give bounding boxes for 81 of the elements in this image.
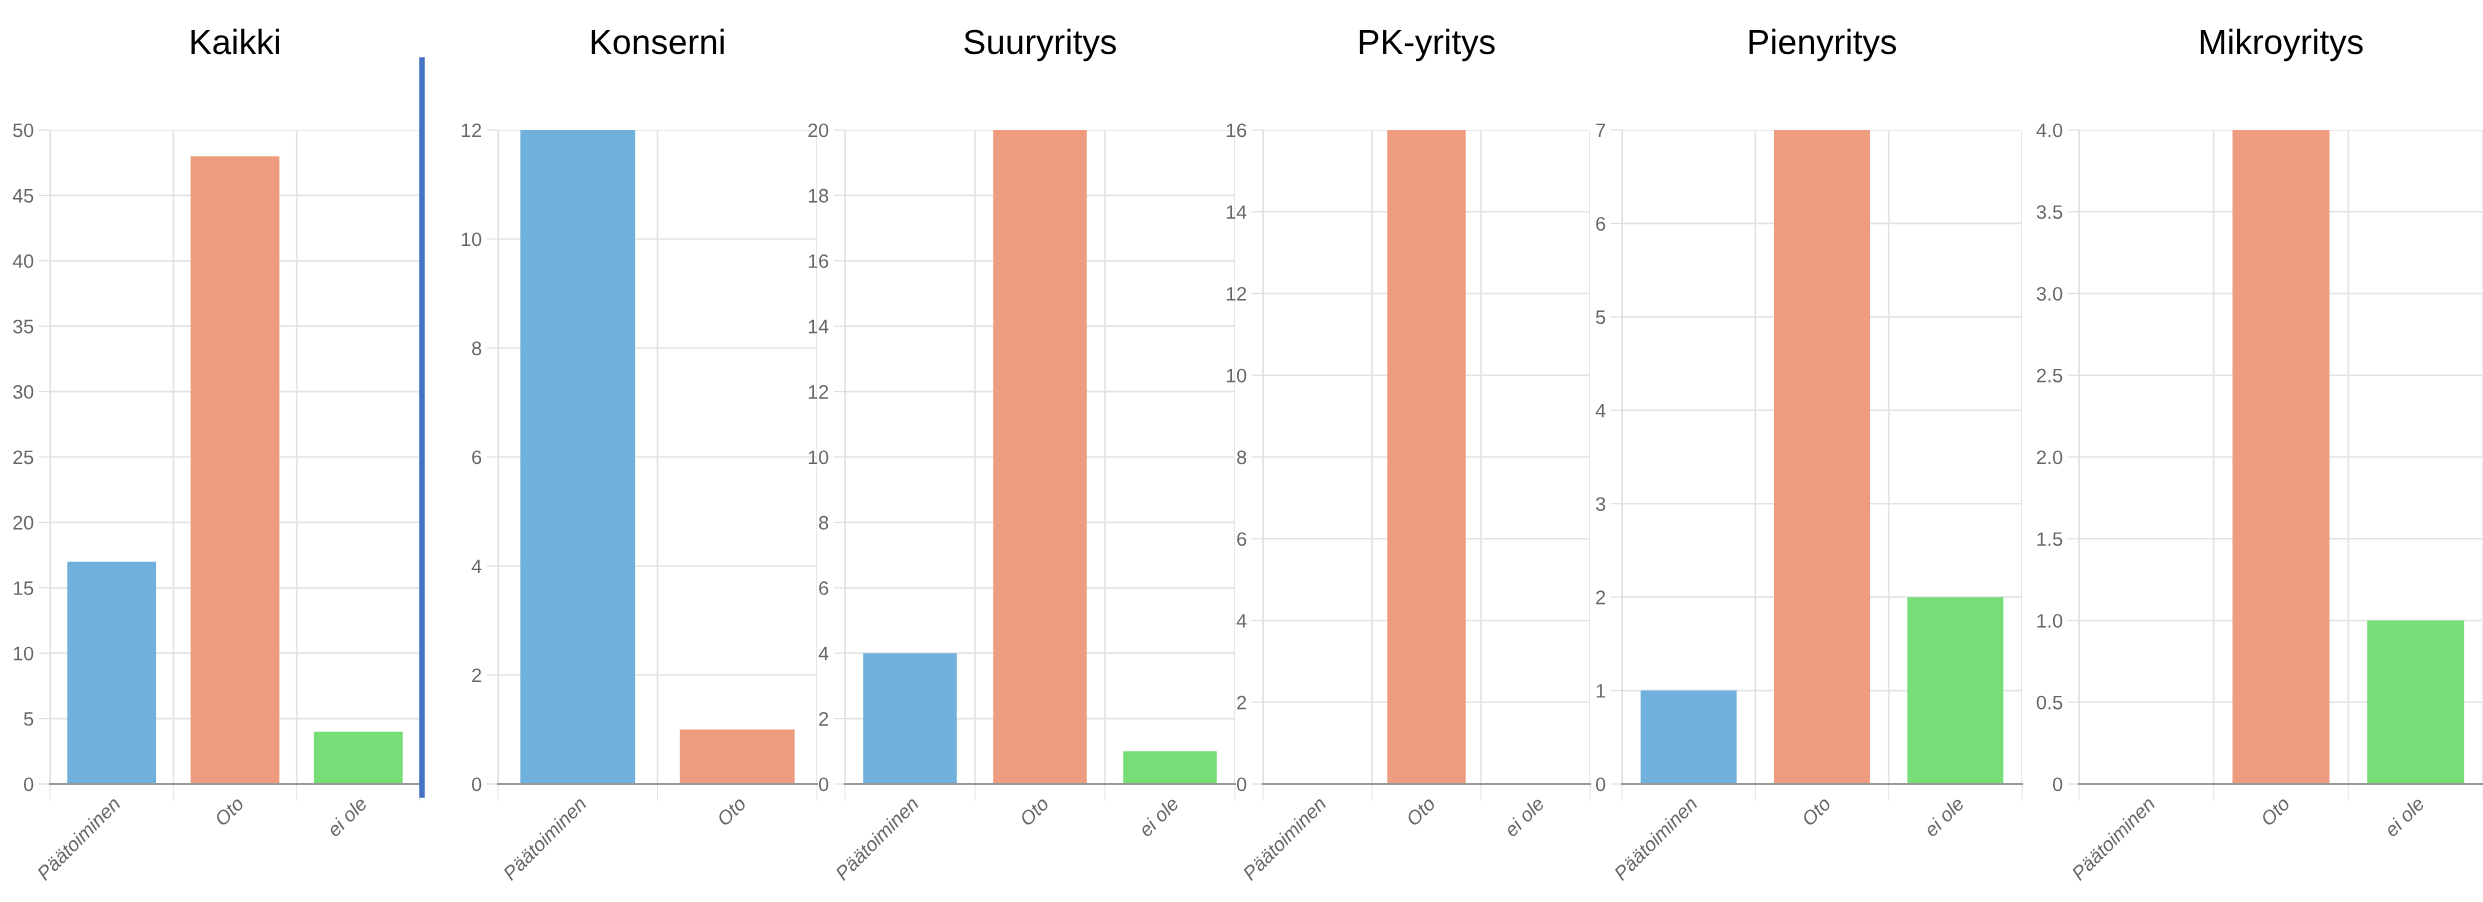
chart-title: Suuryritys xyxy=(964,28,1116,62)
bar xyxy=(190,156,280,784)
x-tick-label: Oto xyxy=(1018,795,1050,827)
y-tick-label: 3.0 xyxy=(2036,286,2063,301)
x-tick-label: ei ole xyxy=(1137,795,1180,838)
y-tick-label: 14 xyxy=(808,319,829,334)
chart-title: Mikroyritys xyxy=(2200,28,2363,62)
y-tick-label: 10 xyxy=(808,450,829,465)
y-tick-label: 4 xyxy=(1595,403,1606,418)
bar xyxy=(313,731,403,784)
bar xyxy=(1907,597,2004,784)
bar xyxy=(863,653,957,784)
y-tick-label: 8 xyxy=(1237,450,1247,465)
y-tick-label: 0 xyxy=(2052,777,2063,792)
y-tick-label: 3.5 xyxy=(2036,205,2063,219)
y-tick-label: 6 xyxy=(1596,216,1606,231)
y-tick-label: 2.0 xyxy=(2036,450,2063,465)
x-tick-label: Oto xyxy=(716,795,747,827)
chart-title: Kaikki xyxy=(191,28,279,55)
x-tick-label: Oto xyxy=(1800,795,1832,827)
y-tick-label: 4 xyxy=(818,646,829,661)
y-tick-label: 0.5 xyxy=(2036,695,2063,710)
y-tick-label: 1 xyxy=(1596,684,1606,698)
y-tick-label: 4 xyxy=(471,559,482,574)
chart-title: PK-yritys xyxy=(1359,28,1495,62)
y-tick-label: 10 xyxy=(461,232,482,247)
y-tick-label: 12 xyxy=(461,123,482,138)
y-tick-label: 25 xyxy=(13,450,34,465)
y-tick-label: 8 xyxy=(472,341,482,356)
x-tick-label: ei ole xyxy=(325,795,368,838)
y-tick-label: 40 xyxy=(12,254,34,269)
y-tick-label: 20 xyxy=(13,515,34,530)
y-tick-label: 50 xyxy=(13,123,34,138)
y-tick-label: 6 xyxy=(1237,532,1247,546)
y-tick-label: 30 xyxy=(13,385,34,399)
y-tick-label: 4.0 xyxy=(2036,123,2063,138)
y-tick-label: 5 xyxy=(1595,310,1606,325)
y-tick-label: 10 xyxy=(13,646,34,661)
y-tick-label: 2 xyxy=(819,712,829,726)
y-tick-label: 6 xyxy=(472,450,482,465)
y-tick-label: 0 xyxy=(1236,777,1247,792)
y-tick-label: 3 xyxy=(1595,497,1606,511)
y-tick-label: 0 xyxy=(23,777,34,792)
y-tick-label: 1.0 xyxy=(2037,613,2063,628)
y-tick-label: 16 xyxy=(808,254,829,269)
y-tick-label: 6 xyxy=(819,581,829,596)
y-tick-label: 5 xyxy=(23,712,34,726)
bar xyxy=(993,130,1087,784)
y-tick-label: 16 xyxy=(1226,123,1247,138)
y-tick-label: 12 xyxy=(1226,286,1247,301)
chart-title: Konserni xyxy=(591,28,724,55)
x-tick-label: ei ole xyxy=(1503,795,1546,838)
y-tick-label: 14 xyxy=(1226,205,1247,219)
y-tick-label: 10 xyxy=(1226,368,1247,383)
y-tick-label: 12 xyxy=(808,385,829,399)
y-tick-label: 15 xyxy=(13,581,34,596)
bar xyxy=(1640,690,1737,784)
y-tick-label: 18 xyxy=(808,188,829,203)
y-tick-label: 7 xyxy=(1596,123,1606,138)
x-tick-label: Oto xyxy=(1405,795,1437,827)
y-tick-label: 2 xyxy=(472,668,482,683)
x-tick-label: Oto xyxy=(213,795,245,827)
y-tick-label: 1.5 xyxy=(2037,532,2063,546)
y-tick-label: 45 xyxy=(12,189,34,203)
x-tick-label: Oto xyxy=(2259,795,2291,827)
bar xyxy=(67,561,157,784)
y-tick-label: 2 xyxy=(1596,590,1606,605)
x-tick-label: ei ole xyxy=(1922,795,1965,838)
y-tick-label: 2.5 xyxy=(2036,368,2063,383)
y-tick-label: 4 xyxy=(1236,614,1247,628)
y-tick-label: 0 xyxy=(818,777,829,792)
y-tick-label: 0 xyxy=(471,777,482,792)
y-tick-label: 0 xyxy=(1595,777,1606,792)
y-tick-label: 35 xyxy=(13,319,34,334)
bar xyxy=(1774,130,1870,784)
y-tick-label: 2 xyxy=(1237,695,1247,710)
y-tick-label: 20 xyxy=(808,123,829,138)
chart-title: Pienyritys xyxy=(1749,28,1896,62)
x-tick-label: ei ole xyxy=(2383,795,2426,838)
y-tick-label: 8 xyxy=(819,515,829,530)
bar xyxy=(1123,751,1217,784)
